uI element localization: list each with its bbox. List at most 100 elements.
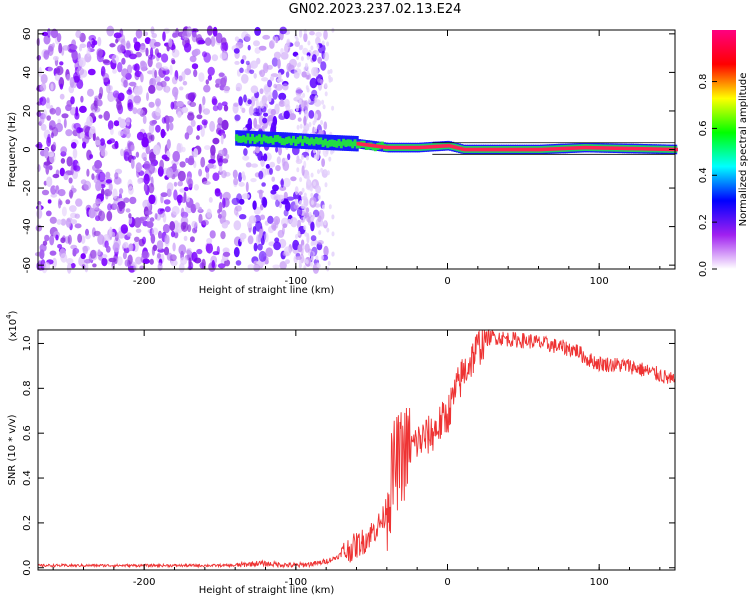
noise-speckle [153,144,161,156]
ridge-cell [563,146,567,151]
ridge-cell [493,147,496,152]
noise-speckle [258,45,267,51]
noise-speckle [297,117,302,122]
noise-speckle [323,220,327,226]
noise-speckle [95,180,102,192]
noise-speckle [133,262,138,272]
noise-speckle [173,181,178,187]
noise-speckle [316,44,320,50]
noise-speckle [267,215,274,224]
ridge-cell [310,137,314,145]
noise-speckle [161,66,169,71]
noise-speckle [275,165,281,172]
noise-speckle [303,32,308,43]
ridge-cell [556,147,560,151]
noise-speckle [106,83,111,94]
noise-speckle [99,138,105,146]
noise-speckle [239,232,247,240]
noise-speckle [125,208,131,213]
noise-speckle [84,262,89,273]
noise-speckle [240,59,245,65]
ridge-cell [449,144,453,148]
ridge-cell [611,146,615,150]
ridge-cell [383,145,387,149]
noise-speckle [223,104,229,112]
noise-speckle [323,121,328,130]
ridge-cell [339,141,343,149]
ridge-cell [255,135,259,143]
noise-speckle [274,237,280,243]
noise-speckle [282,161,290,172]
noise-speckle [317,169,320,175]
ridge-cell [363,142,367,147]
noise-speckle [65,199,71,205]
noise-speckle [171,163,177,172]
noise-speckle [304,231,308,237]
noise-speckle [196,248,203,255]
noise-speckle [79,45,82,52]
noise-speckle [306,155,309,161]
noise-speckle [193,148,199,158]
noise-speckle [188,257,192,268]
noise-speckle [153,41,161,47]
noise-speckle [261,182,266,187]
noise-speckle [259,88,264,95]
noise-speckle [253,263,260,272]
noise-speckle [208,159,216,164]
noise-speckle [250,178,257,183]
noise-speckle [148,135,153,140]
noise-speckle [317,215,322,223]
noise-speckle [233,48,240,54]
noise-speckle [296,207,303,217]
noise-speckle [169,64,173,76]
noise-speckle [279,186,287,191]
noise-speckle [328,156,332,162]
noise-speckle [86,168,90,177]
ridge-cell [559,146,562,151]
noise-speckle [328,74,332,80]
noise-speckle [255,146,260,154]
noise-speckle [245,181,249,193]
noise-speckle [220,42,228,52]
ridge-cell [536,147,540,152]
noise-speckle [112,68,117,74]
ridge-cell [262,134,266,142]
ridge-cell [397,145,401,150]
noise-speckle [181,146,186,153]
noise-speckle [142,132,148,142]
noise-speckle [183,191,187,203]
noise-speckle [121,57,126,65]
noise-speckle [142,115,147,124]
noise-speckle [125,131,131,139]
noise-speckle [156,81,163,86]
ridge-cell [395,145,399,150]
noise-speckle [204,37,212,46]
ridge-cell [520,147,524,152]
noise-speckle [223,85,231,92]
noise-speckle [46,176,53,188]
ridge-cell [524,147,528,152]
ridge-cell [424,145,428,149]
noise-speckle [43,262,51,271]
x-tick-label: -100 [284,276,307,287]
noise-speckle [112,90,120,98]
ridge-cell [577,146,581,150]
noise-speckle [113,199,118,210]
noise-speckle [324,82,328,88]
noise-speckle [209,120,216,132]
noise-speckle [166,120,170,132]
noise-speckle [96,48,103,58]
noise-speckle [42,240,48,246]
ridge-cell [479,147,483,152]
noise-speckle [97,210,106,222]
noise-speckle [308,211,312,217]
noise-speckle [141,251,150,259]
noise-speckle [179,262,185,273]
y-tick-label: 40 [22,66,33,79]
y-tick-label: -40 [22,218,33,234]
noise-speckle [218,72,225,78]
ridge-cell [645,147,649,151]
noise-speckle [198,103,202,115]
noise-speckle [134,70,143,78]
ridge-cell [604,146,608,150]
